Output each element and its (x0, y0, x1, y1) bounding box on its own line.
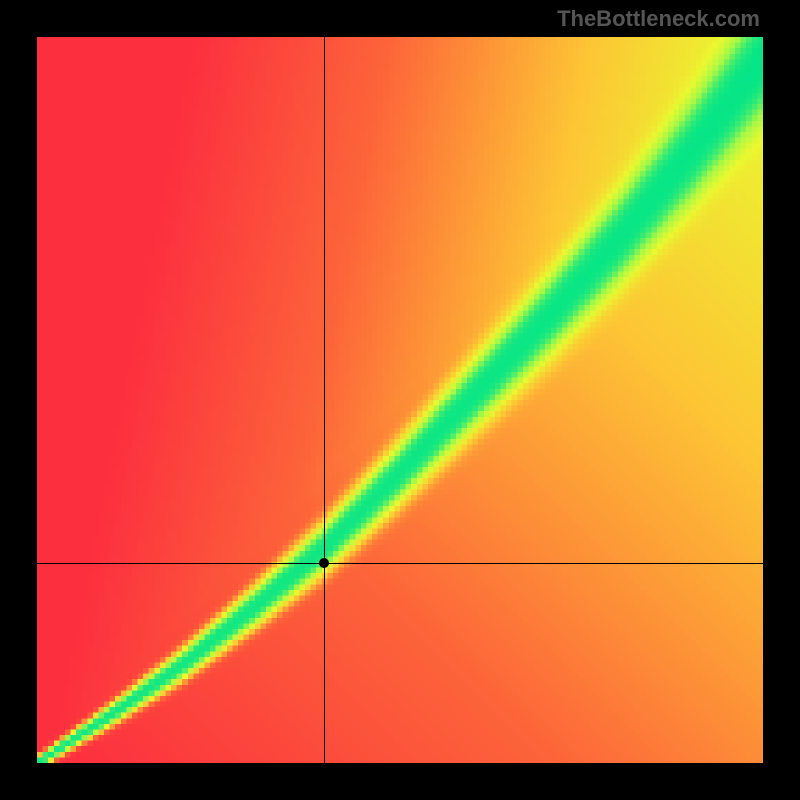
chart-container: TheBottleneck.com (0, 0, 800, 800)
watermark-text: TheBottleneck.com (557, 6, 760, 32)
crosshair-point (319, 558, 329, 568)
heatmap-plot (37, 37, 763, 763)
crosshair-horizontal (37, 563, 763, 564)
heatmap-canvas (37, 37, 763, 763)
crosshair-vertical (324, 37, 325, 763)
